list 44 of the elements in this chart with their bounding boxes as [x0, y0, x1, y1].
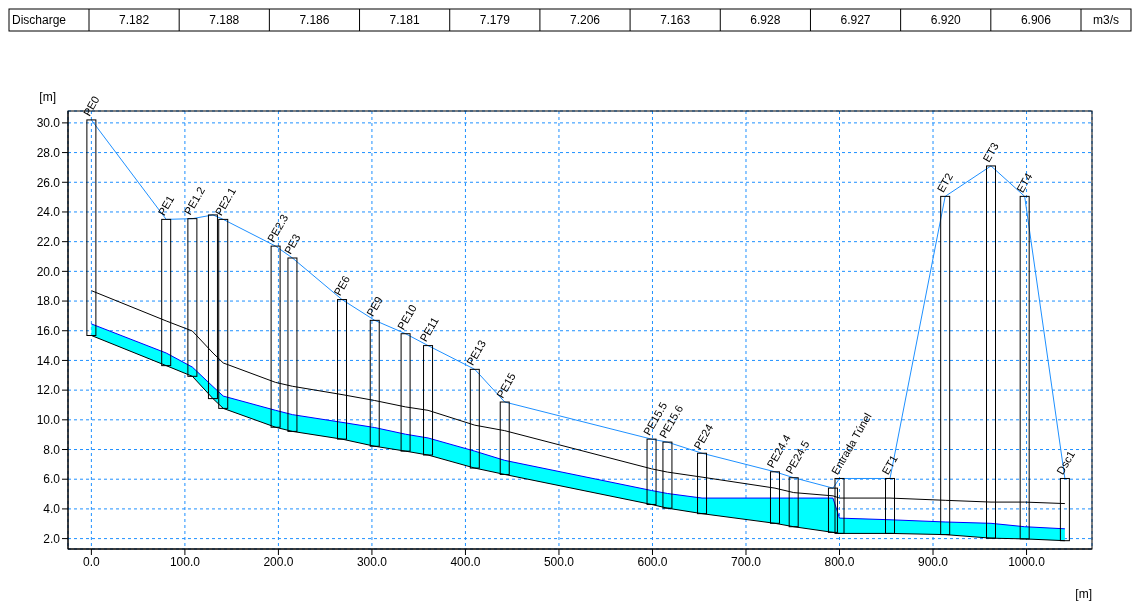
bar — [469, 368, 480, 469]
y-tick-label: 30.0 — [36, 116, 61, 131]
x-tick-label: 300.0 — [356, 554, 388, 569]
x-tick-label: 200.0 — [263, 554, 294, 569]
text: 7.179 — [479, 13, 511, 27]
y-tick-label: 16.0 — [36, 324, 61, 338]
text: m3/s — [1092, 13, 1120, 27]
y-tick-label: 10.0 — [36, 413, 61, 428]
text: Discharge — [12, 13, 67, 27]
y-tick-label: 4.0 — [43, 502, 61, 517]
y-tick-label: 28.0 — [36, 145, 61, 160]
text: 7.188 — [209, 13, 240, 27]
x-tick-label: 600.0 — [637, 554, 668, 569]
text: 7.181 — [389, 13, 420, 27]
x-tick-label: 1000.0 — [1008, 554, 1046, 569]
text: 7.182 — [119, 13, 150, 27]
y-tick-label: 6.0 — [43, 472, 61, 487]
x-tick-label: 0.0 — [83, 554, 101, 569]
x-axis-title: [m] — [1075, 587, 1092, 601]
y-tick-label: 8.0 — [43, 442, 61, 457]
y-tick-label: 26.0 — [36, 175, 61, 190]
text: 6.920 — [930, 13, 962, 27]
x-tick-label: 900.0 — [918, 554, 949, 569]
x-tick-label: 700.0 — [730, 554, 762, 569]
x-tick-label: 800.0 — [824, 554, 855, 569]
y-tick-label: 14.0 — [36, 353, 61, 368]
y-tick-label: 18.0 — [36, 294, 61, 309]
y-tick-label: 22.0 — [36, 234, 61, 249]
y-tick-label: 20.0 — [36, 264, 61, 279]
y-tick-label: 2.0 — [43, 531, 61, 546]
bar — [423, 345, 434, 456]
y-tick-label: 12.0 — [36, 383, 61, 398]
text: 6.927 — [840, 13, 871, 27]
text: 6.906 — [1020, 13, 1052, 27]
y-axis-title: [m] — [39, 90, 56, 104]
text: 7.206 — [569, 13, 601, 27]
bar — [499, 401, 510, 475]
x-tick-label: 100.0 — [169, 554, 201, 569]
x-tick-label: 500.0 — [543, 554, 575, 569]
text: 7.186 — [299, 13, 330, 27]
text: 6.928 — [750, 13, 781, 27]
x-tick-label: 400.0 — [450, 554, 481, 569]
text: 7.163 — [660, 13, 691, 27]
y-tick-label: 24.0 — [36, 205, 61, 220]
